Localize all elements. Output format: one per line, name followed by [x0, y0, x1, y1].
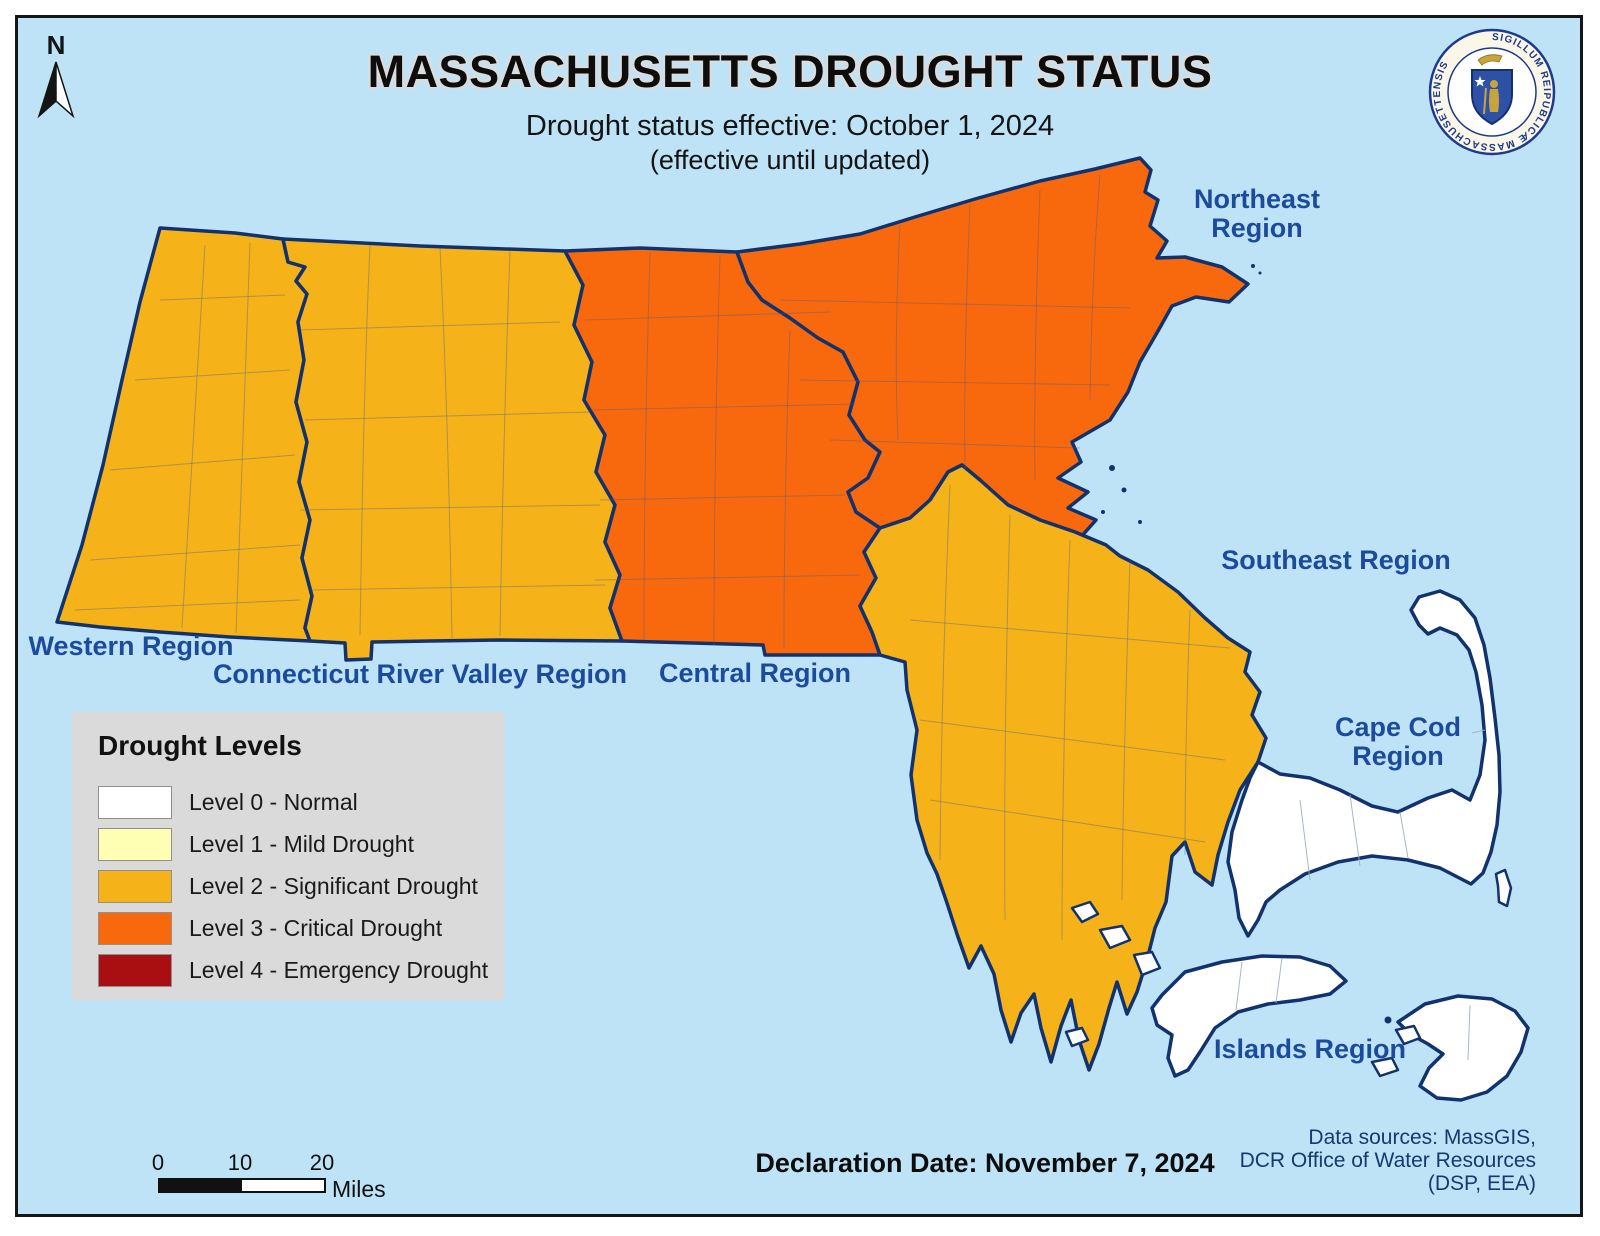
label-central-region: Central Region	[659, 658, 851, 688]
data-sources-line3: (DSP, EEA)	[1427, 1172, 1536, 1195]
tuckernuck-island	[1370, 1056, 1400, 1078]
region-ct-river-valley	[281, 237, 624, 662]
legend-swatch-level-3	[98, 912, 172, 945]
title-block: MASSACHUSETTS DROUGHT STATUS Drought sta…	[290, 46, 1290, 176]
legend-label-level-2: Level 2 - Significant Drought	[189, 873, 478, 899]
page-title: MASSACHUSETTS DROUGHT STATUS	[367, 46, 1213, 97]
data-sources-line2: DCR Office of Water Resources	[1239, 1149, 1536, 1172]
legend-item-level-1: Level 1 - Mild Drought	[98, 828, 504, 861]
legend-label-level-3: Level 3 - Critical Drought	[189, 915, 443, 941]
scale-tick-10: 10	[227, 1150, 253, 1175]
declaration-date: Declaration Date: November 7, 2024	[755, 1148, 1215, 1178]
region-cape-cod	[1226, 589, 1502, 938]
legend-title: Drought Levels	[98, 730, 302, 761]
seal-figure-bow	[1483, 87, 1487, 115]
elizabeth-island-1	[1070, 900, 1100, 924]
legend-swatch-level-0	[98, 786, 172, 819]
scale-bar: 0 10 20 Miles	[148, 1150, 408, 1202]
north-arrow-label: N	[47, 30, 66, 60]
scale-tick-20: 20	[309, 1150, 335, 1175]
region-northeast	[735, 156, 1250, 547]
legend-item-level-2: Level 2 - Significant Drought	[98, 870, 504, 903]
legend-label-level-0: Level 0 - Normal	[189, 789, 358, 815]
region-southeast	[858, 463, 1268, 1072]
harbor-islet-dot	[1121, 487, 1127, 493]
legend-item-level-3: Level 3 - Critical Drought	[98, 912, 504, 945]
label-ct-river-valley-region: Connecticut River Valley Region	[213, 659, 627, 689]
subtitle-effective-note: (effective until updated)	[649, 145, 931, 175]
seal-star	[1474, 76, 1486, 87]
scale-unit: Miles	[332, 1176, 386, 1202]
harbor-islet-dot	[1109, 465, 1115, 471]
harbor-islet-dot	[1138, 520, 1142, 524]
coast-islet-dot	[1251, 264, 1255, 268]
legend-label-level-1: Level 1 - Mild Drought	[189, 831, 414, 857]
legend-swatch-level-4	[98, 954, 172, 987]
subtitle-effective-date: Drought status effective: October 1, 202…	[525, 110, 1055, 142]
elizabeth-island-3	[1132, 950, 1162, 977]
label-cape-cod-region-line1: Cape Cod	[1335, 712, 1461, 742]
muskeget-island	[1394, 1024, 1422, 1046]
scale-tick-0: 0	[151, 1150, 165, 1175]
harbor-islet-dot	[1101, 510, 1105, 514]
scale-bar-graphic	[158, 1178, 326, 1193]
island-marthas-vineyard	[1150, 954, 1348, 1078]
label-cape-cod-region-line2: Region	[1352, 741, 1444, 771]
island-nantucket	[1396, 994, 1530, 1102]
town-boundaries	[74, 174, 1486, 1061]
elizabeth-island-2	[1098, 924, 1132, 950]
seal-figure-body	[1489, 89, 1499, 112]
label-southeast-region: Southeast Region	[1221, 545, 1451, 575]
massachusetts-state-seal: SIGILLUM REIPUBLICÆ MASSACHUSETTENSIS	[1426, 26, 1558, 163]
north-arrow: N	[26, 28, 86, 129]
seal-figure-head	[1490, 80, 1498, 88]
data-sources: Data sources: MassGIS, DCR Office of Wat…	[1056, 1126, 1536, 1195]
label-islands-region: Islands Region	[1214, 1034, 1406, 1064]
legend-item-level-4: Level 4 - Emergency Drought	[98, 954, 504, 987]
label-western-region: Western Region	[28, 631, 233, 661]
cuttyhunk-island	[1064, 1026, 1090, 1048]
drought-levels-legend: Drought Levels Level 0 - Normal Level 1 …	[72, 712, 504, 1000]
monomoy-island	[1494, 868, 1513, 908]
legend-label-level-4: Level 4 - Emergency Drought	[189, 957, 489, 983]
data-sources-line1: Data sources: MassGIS,	[1308, 1126, 1536, 1149]
island-dot	[1384, 1016, 1392, 1024]
coast-islet-dot	[1258, 271, 1262, 275]
seal-arm-and-sword	[1477, 54, 1503, 66]
label-northeast-region-line2: Region	[1211, 213, 1303, 243]
north-arrow-icon	[37, 61, 57, 119]
label-northeast-region-line1: Northeast	[1194, 184, 1320, 214]
legend-swatch-level-2	[98, 870, 172, 903]
legend-item-level-0: Level 0 - Normal	[98, 786, 504, 819]
legend-swatch-level-1	[98, 828, 172, 861]
